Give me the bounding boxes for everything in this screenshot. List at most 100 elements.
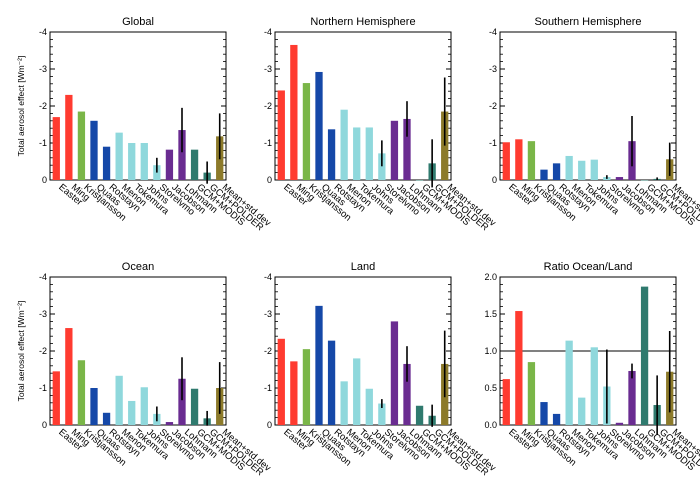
bar-GCM+MODIS xyxy=(415,405,424,425)
panel-nh: Northern Hemisphere0-1-2-3-4EasterMingKr… xyxy=(264,16,498,233)
bar-Lohmann xyxy=(403,363,411,425)
panel-ocean: Ocean0-1-2-3-4EasterMingKristjanssonQuaa… xyxy=(16,261,273,478)
bar-Rotstayn xyxy=(552,163,561,180)
y-tick-label: -3 xyxy=(264,309,272,319)
y-tick-label: -2 xyxy=(39,346,47,356)
panel-title: Northern Hemisphere xyxy=(310,16,415,28)
bar-Johns xyxy=(140,143,148,180)
bar-Easter xyxy=(502,142,510,180)
bar-Johns xyxy=(365,388,373,425)
bar-Johns xyxy=(590,159,598,180)
bar-Tokemura xyxy=(578,397,586,425)
y-tick-label: 1.0 xyxy=(484,346,497,356)
bar-Tokemura xyxy=(578,160,586,180)
bar-Easter xyxy=(502,379,510,425)
bar-Tokemura xyxy=(128,143,136,180)
plot-frame xyxy=(49,276,227,426)
bar-Jacobson xyxy=(615,177,624,180)
panel-title: Global xyxy=(122,16,154,28)
bar-Tokemura xyxy=(128,400,136,425)
bar-Easter xyxy=(277,90,285,180)
y-tick-label: 0 xyxy=(42,420,47,430)
bar-Lohmann xyxy=(178,130,186,180)
y-tick-label: -1 xyxy=(39,383,47,393)
plot-frame xyxy=(499,31,677,181)
bar-Jacobson xyxy=(165,422,174,425)
y-tick-label: -4 xyxy=(39,272,47,282)
bar-Johns xyxy=(590,347,598,425)
y-tick-label: 0 xyxy=(492,175,497,185)
bar-Jacobson xyxy=(390,120,399,180)
y-tick-label: -3 xyxy=(264,64,272,74)
bar-GCM+MODIS xyxy=(190,149,199,180)
bar-Menon xyxy=(115,375,123,425)
bar-Kristjansson xyxy=(527,141,536,180)
y-axis-label: Total aerosol effect [Wm⁻²] xyxy=(16,56,26,157)
bar-Ming xyxy=(65,94,73,180)
bar-Jacobson xyxy=(615,422,624,425)
y-tick-label: -4 xyxy=(264,27,272,37)
bar-Kristjansson xyxy=(302,349,311,425)
bar-Easter xyxy=(52,117,60,180)
bar-Mean+std.dev xyxy=(441,111,449,180)
y-tick-label: 0 xyxy=(267,420,272,430)
bar-GCM+MODIS xyxy=(415,180,424,181)
bar-Rotstayn xyxy=(327,340,336,425)
y-tick-label: 0 xyxy=(267,175,272,185)
bar-Rotstayn xyxy=(102,146,111,180)
bar-Menon xyxy=(115,132,123,180)
panel-global: Global0-1-2-3-4EasterMingKristjanssonQua… xyxy=(16,16,273,233)
bar-Jacobson xyxy=(165,149,174,180)
panel-ratio: Ratio Ocean/Land0.00.51.01.52.0EasterMin… xyxy=(484,261,700,478)
y-tick-label: 2.0 xyxy=(484,272,497,282)
bar-Rotstayn xyxy=(552,413,561,425)
y-tick-label: -1 xyxy=(39,138,47,148)
bar-GCM+MODIS xyxy=(640,180,649,181)
y-tick-label: -2 xyxy=(264,101,272,111)
plot-frame xyxy=(274,276,452,426)
panel-land: Land0-1-2-3-4EasterMingKristjanssonQuaas… xyxy=(264,261,498,478)
bar-Quaas xyxy=(315,71,323,180)
y-tick-label: -4 xyxy=(489,27,497,37)
bar-Ming xyxy=(515,139,523,180)
y-tick-label: 1.5 xyxy=(484,309,497,319)
bar-GCM+MODIS xyxy=(640,286,649,425)
bar-Easter xyxy=(277,338,285,425)
bar-Menon xyxy=(340,109,348,180)
bar-Kristjansson xyxy=(302,83,311,180)
bar-Quaas xyxy=(315,305,323,425)
bar-Easter xyxy=(52,371,60,425)
y-tick-label: -1 xyxy=(489,138,497,148)
bar-Kristjansson xyxy=(77,111,86,180)
bar-Quaas xyxy=(90,120,98,180)
bar-Ming xyxy=(515,311,523,425)
bar-Menon xyxy=(565,340,573,425)
y-tick-label: -4 xyxy=(264,272,272,282)
bar-Jacobson xyxy=(390,321,399,425)
y-tick-label: -4 xyxy=(39,27,47,37)
y-tick-label: -1 xyxy=(264,383,272,393)
panel-title: Ocean xyxy=(122,261,154,273)
y-tick-label: -1 xyxy=(264,138,272,148)
bar-Tokemura xyxy=(353,358,361,425)
bar-Quaas xyxy=(90,388,98,425)
bar-Kristjansson xyxy=(77,360,86,425)
bar-GCM+MODIS xyxy=(190,388,199,425)
bar-Rotstayn xyxy=(102,412,111,425)
plot-frame xyxy=(274,31,452,181)
plot-frame xyxy=(49,31,227,181)
panel-sh: Southern Hemisphere0-1-2-3-4EasterMingKr… xyxy=(489,16,700,233)
panel-title: Ratio Ocean/Land xyxy=(544,261,633,273)
y-axis-label: Total aerosol effect [Wm⁻²] xyxy=(16,301,26,402)
y-tick-label: -3 xyxy=(489,64,497,74)
y-tick-label: 0 xyxy=(42,175,47,185)
bar-Lohmann xyxy=(628,370,636,425)
bar-Ming xyxy=(290,44,298,181)
y-tick-label: 0.5 xyxy=(484,383,497,393)
bar-Rotstayn xyxy=(327,129,336,180)
bar-Lohmann xyxy=(403,118,411,180)
panel-title: Southern Hemisphere xyxy=(534,16,641,28)
bar-Storelvmo xyxy=(378,403,386,425)
bar-Johns xyxy=(140,387,148,425)
